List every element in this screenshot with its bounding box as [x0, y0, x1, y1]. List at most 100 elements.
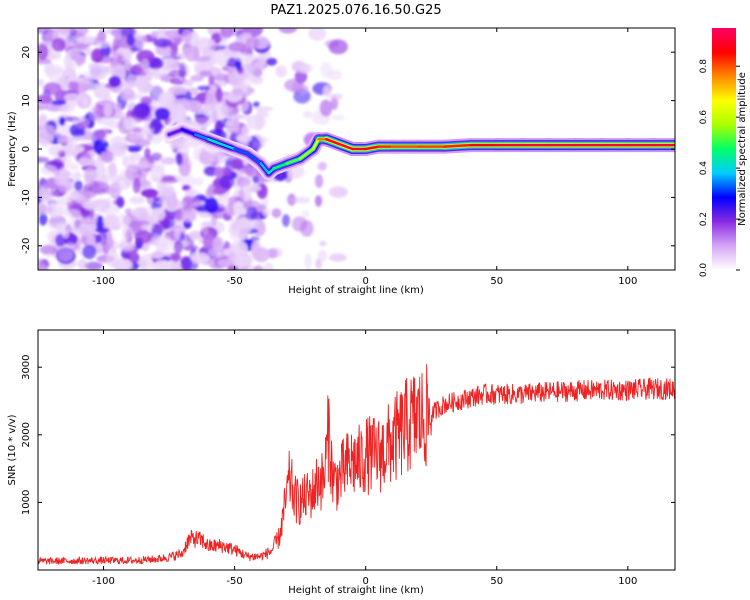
- spectrogram-y-tick-label: 20: [21, 46, 32, 59]
- spectrogram-noise-blob: [140, 96, 153, 105]
- spectrogram-noise-blob: [220, 28, 234, 39]
- spectrogram-noise-blob: [202, 233, 214, 249]
- spectrogram-noise-blob: [74, 171, 82, 181]
- spectrogram-noise-blob: [129, 152, 142, 162]
- spectrogram-noise-blob: [38, 205, 53, 215]
- spectrogram-noise-blob: [72, 118, 79, 125]
- snr-y-tick-label: 3000: [21, 354, 32, 379]
- spectrogram-noise-blob: [38, 156, 50, 163]
- spectrogram-ridge-segment: [443, 143, 472, 148]
- spectrogram-noise-blob: [134, 230, 153, 244]
- spectrogram-noise-blob: [38, 114, 48, 129]
- spectrogram-noise-blob: [126, 34, 136, 46]
- spectrogram-noise-blob: [217, 258, 234, 268]
- colorbar-tick-label: 0.4: [699, 161, 709, 176]
- spectrogram-noise-blob: [219, 175, 235, 190]
- spectrogram-noise-blob: [59, 116, 66, 126]
- spectrogram-noise-blob: [61, 229, 70, 239]
- spectrogram-noise-blob: [114, 214, 131, 227]
- snr-y-axis-label: SNR (10 * v/v): [7, 414, 18, 485]
- spectrogram-noise-blob: [46, 223, 62, 229]
- spectrogram-noise-blob: [257, 108, 264, 122]
- spectrogram-ridge-segment: [285, 157, 302, 165]
- spectrogram-ridge-segment: [311, 138, 320, 151]
- spectrogram-noise-blob: [170, 252, 182, 262]
- spectrogram-noise-blob: [197, 85, 211, 91]
- spectrogram-noise-blob: [81, 216, 98, 225]
- spectrogram-noise-blob: [160, 157, 177, 165]
- spectrogram-noise-blob: [107, 237, 114, 249]
- spectrogram-noise-blob: [331, 114, 346, 121]
- spectrogram-noise-blob: [82, 244, 97, 260]
- spectrogram-noise-blob: [160, 177, 178, 184]
- spectrogram-noise-blob: [253, 247, 270, 263]
- spectrogram-noise-blob: [38, 95, 53, 105]
- spectrogram-noise-blob: [138, 157, 148, 169]
- spectrogram-noise-blob: [319, 99, 333, 117]
- spectrogram-ridge-segment: [325, 138, 341, 146]
- spectrogram-noise-blob: [243, 164, 255, 176]
- spectrogram-y-tick-label: -10: [21, 189, 32, 205]
- spectrogram-noise-blob: [184, 45, 200, 62]
- spectrogram-noise-blob: [69, 28, 78, 37]
- spectrogram-noise-blob: [103, 214, 120, 228]
- spectrogram-noise-blob: [51, 100, 67, 106]
- spectrogram-noise-blob: [228, 72, 245, 87]
- spectrogram-noise-blob: [213, 187, 226, 196]
- spectrogram-noise-blob: [131, 105, 149, 122]
- spectrogram-noise-blob: [183, 79, 194, 87]
- spectrogram-x-tick-label: 100: [618, 276, 637, 287]
- spectrogram-noise-blob: [190, 74, 204, 82]
- spectrogram-noise-blob: [133, 32, 147, 48]
- spectrogram-noise-blob: [148, 68, 168, 74]
- snr-series-line: [38, 364, 675, 565]
- spectrogram-noise-blob: [70, 163, 79, 171]
- spectrogram-noise-blob: [250, 235, 260, 242]
- snr-x-tick-label: 0: [362, 576, 368, 587]
- spectrogram-noise-blob: [47, 179, 56, 190]
- spectrogram-noise-blob: [135, 76, 153, 83]
- spectrogram-noise-blob: [271, 208, 282, 219]
- spectrogram-noise-blob: [64, 93, 82, 102]
- spectrogram-ridge-segment: [233, 147, 249, 156]
- spectrogram-noise-blob: [65, 209, 81, 219]
- spectrogram-noise-blob: [122, 53, 132, 63]
- spectrogram-noise-blob: [173, 240, 183, 254]
- spectrogram-noise-blob: [150, 251, 165, 259]
- spectrogram-noise-blob: [121, 225, 133, 240]
- spectrogram-noise-blob: [238, 228, 246, 242]
- spectrogram-noise-blob: [66, 242, 76, 249]
- snr-x-tick-label: 100: [618, 576, 637, 587]
- spectrogram-noise-blob: [77, 120, 90, 129]
- spectrogram-noise-blob: [177, 53, 186, 60]
- spectrogram-noise-blob: [128, 144, 143, 151]
- spectrogram-noise-blob: [82, 96, 89, 108]
- spectrogram-noise-blob: [168, 69, 187, 78]
- spectrogram-noise-blob: [227, 265, 239, 270]
- spectrogram-noise-blob: [38, 43, 49, 60]
- spectrogram-noise-blob: [161, 219, 171, 230]
- spectrogram-noise-blob: [94, 227, 110, 233]
- spectrogram-noise-blob: [51, 37, 66, 52]
- spectrogram-noise-blob: [72, 145, 85, 153]
- spectrogram-noise-blob: [119, 237, 134, 250]
- spectrogram-noise-blob: [75, 196, 90, 205]
- spectrogram-noise-blob: [152, 197, 164, 210]
- spectrogram-noise-blob: [207, 246, 228, 258]
- spectrogram-noise-blob: [102, 65, 120, 75]
- spectrogram-noise-blob: [140, 188, 159, 198]
- spectrogram-noise-blob: [111, 51, 122, 60]
- spectrogram-noise-blob: [214, 166, 224, 179]
- spectrogram-noise-blob: [223, 241, 231, 249]
- spectrogram-noise-blob: [227, 200, 235, 217]
- spectrogram-noise-blob: [183, 100, 203, 112]
- spectrogram-noise-blob: [252, 68, 263, 78]
- colorbar-tick-label: 0.8: [699, 59, 709, 74]
- spectrogram-noise-blob: [193, 177, 204, 186]
- spectrogram-ridge-segment: [272, 162, 289, 170]
- colorbar-label: Normalized spectral amplitude: [737, 72, 748, 226]
- spectrogram-noise-blob: [84, 172, 94, 188]
- spectrogram-noise-blob: [199, 70, 212, 77]
- spectrogram-noise-blob: [214, 104, 229, 120]
- spectrogram-noise-blob: [251, 141, 260, 150]
